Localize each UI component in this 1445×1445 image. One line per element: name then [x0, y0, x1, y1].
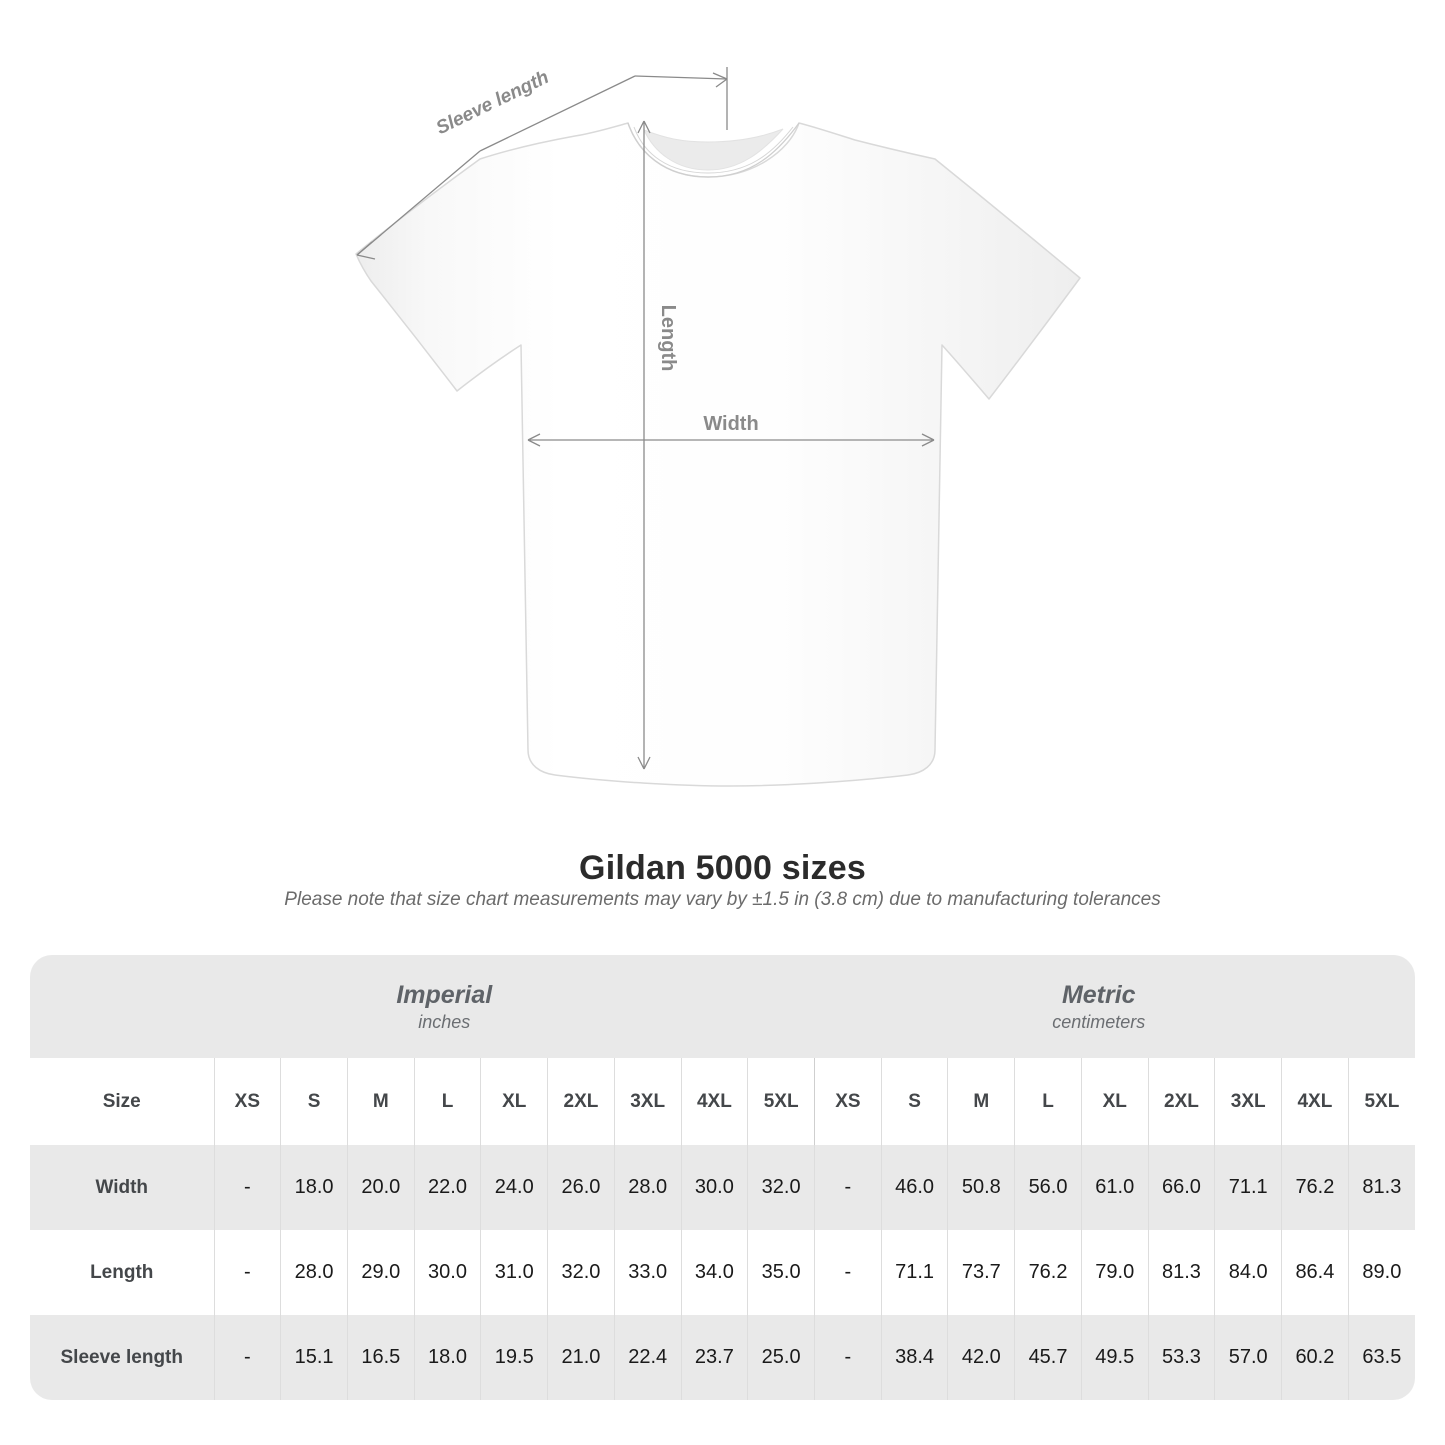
svg-text:Sleeve length: Sleeve length: [433, 67, 552, 139]
svg-text:Width: Width: [703, 413, 758, 435]
svg-text:Length: Length: [657, 305, 679, 372]
